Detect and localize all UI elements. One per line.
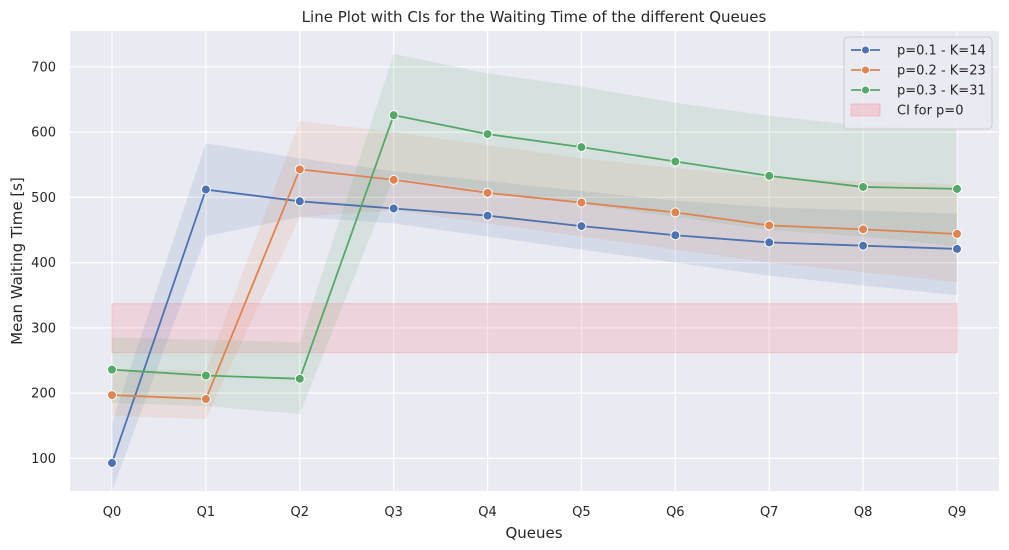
- x-tick-label: Q8: [854, 505, 873, 520]
- data-point: [482, 129, 493, 140]
- chart-title: Line Plot with CIs for the Waiting Time …: [302, 8, 767, 26]
- y-tick-label: 600: [31, 126, 56, 141]
- data-point: [670, 207, 681, 218]
- data-point: [200, 394, 211, 404]
- legend-label: CI for p=0: [897, 104, 963, 119]
- series-lines: [111, 114, 958, 464]
- x-axis-title: Queues: [505, 524, 562, 542]
- legend-marker: [861, 85, 870, 95]
- data-point: [482, 187, 493, 198]
- data-point: [294, 373, 305, 384]
- y-tick-label: 400: [31, 256, 56, 271]
- y-tick-label: 300: [31, 321, 56, 336]
- y-axis-title: Mean Waiting Time [s]: [8, 177, 26, 345]
- data-point: [388, 174, 399, 185]
- data-point: [576, 221, 587, 232]
- legend-band-swatch: [850, 103, 881, 117]
- legend-frame: [843, 36, 993, 130]
- data-point: [107, 390, 117, 401]
- series-line-2: [111, 168, 958, 400]
- data-point: [482, 210, 493, 221]
- reference-ci-band: [111, 303, 958, 354]
- x-tick-label: Q2: [291, 505, 310, 520]
- data-point: [200, 370, 211, 381]
- data-point: [294, 164, 305, 175]
- ci-band-series-1: [112, 143, 957, 492]
- ci-band-series-3: [112, 53, 957, 415]
- data-point: [764, 170, 775, 181]
- legend-label: p=0.2 - K=23: [897, 64, 986, 79]
- x-tick-label: Q7: [760, 505, 779, 520]
- x-tick-label: Q5: [572, 505, 591, 520]
- data-point: [200, 184, 211, 195]
- data-point: [858, 181, 869, 192]
- data-point: [294, 196, 305, 207]
- series-line-1: [111, 188, 958, 464]
- data-point: [764, 237, 775, 248]
- data-point: [952, 183, 962, 194]
- data-point: [107, 364, 117, 375]
- x-tick-label: Q0: [103, 505, 122, 520]
- ci-bands: [111, 53, 958, 492]
- y-tick-labels: 100 200 300 400 500 600 700: [31, 60, 56, 466]
- data-point: [670, 156, 681, 167]
- x-tick-labels: Q0 Q1 Q2 Q3 Q4 Q5 Q6 Q7 Q8 Q9: [103, 505, 967, 520]
- data-point: [576, 142, 587, 153]
- legend: p=0.1 - K=14 p=0.2 - K=23 p=0.3 - K=31 CI f…: [843, 36, 993, 130]
- y-tick-label: 700: [31, 60, 56, 75]
- data-point: [764, 220, 775, 231]
- data-point: [388, 203, 399, 214]
- y-tick-label: 200: [31, 387, 56, 402]
- data-point: [952, 228, 962, 239]
- data-point: [107, 457, 117, 468]
- y-tick-label: 500: [31, 191, 56, 206]
- data-point: [576, 197, 587, 208]
- data-point: [388, 110, 399, 121]
- data-point: [858, 224, 869, 235]
- x-tick-label: Q3: [384, 505, 403, 520]
- x-tick-label: Q1: [197, 505, 216, 520]
- series-line-3: [111, 114, 958, 380]
- x-tick-label: Q6: [666, 505, 685, 520]
- legend-marker: [861, 65, 870, 75]
- legend-label: p=0.1 - K=14: [897, 44, 986, 59]
- legend-label: p=0.3 - K=31: [897, 84, 986, 99]
- series-points: [107, 110, 962, 468]
- legend-marker: [861, 45, 870, 55]
- data-point: [858, 240, 869, 251]
- x-tick-label: Q9: [948, 505, 967, 520]
- data-point: [670, 230, 681, 241]
- y-tick-label: 100: [31, 452, 56, 467]
- ci-band-series-2: [112, 121, 957, 420]
- data-point: [952, 243, 962, 254]
- x-tick-label: Q4: [478, 505, 497, 520]
